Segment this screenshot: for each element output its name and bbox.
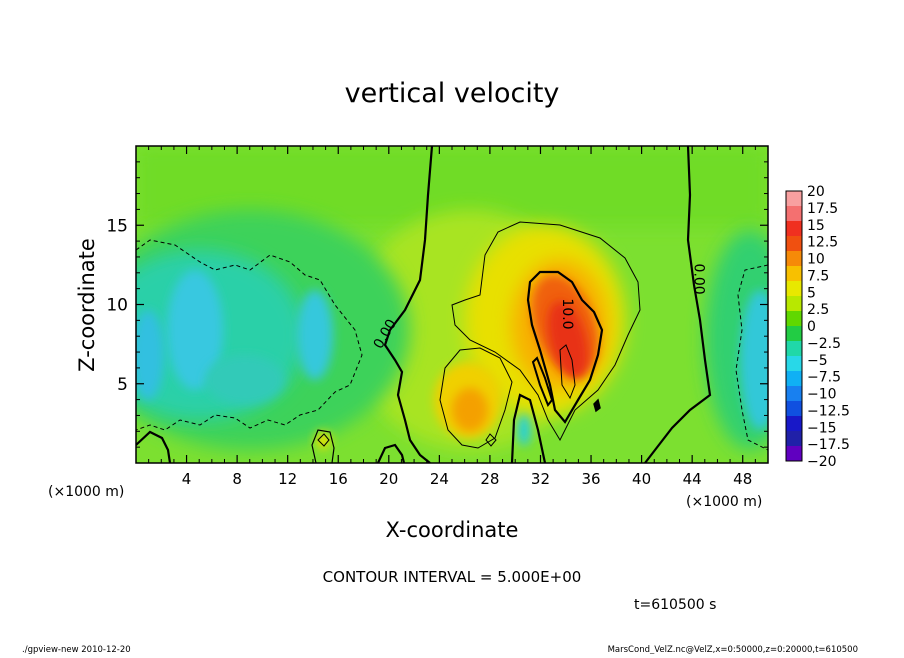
y-tick-label: 15 — [106, 216, 128, 236]
colorbar-label: −5 — [807, 353, 828, 369]
colorbar-swatch — [786, 236, 802, 252]
colorbar-swatch — [786, 371, 802, 387]
x-tick-label: 24 — [430, 470, 449, 488]
contour-zero-cyan-slot — [510, 393, 547, 463]
contour-plus15 — [559, 344, 576, 400]
contour-zero-right — [644, 146, 712, 463]
colorbar-label: 2.5 — [807, 302, 829, 318]
x-tick-label: 8 — [232, 470, 242, 488]
colorbar-label: 10 — [807, 252, 825, 268]
colorbar-swatch — [786, 446, 802, 462]
x-tick-label: 36 — [581, 470, 600, 488]
colorbar-label: 17.5 — [807, 201, 838, 217]
field-left-cyan-core-4 — [205, 355, 285, 405]
colorbar-swatch — [786, 356, 802, 372]
colorbar-label: −7.5 — [807, 370, 841, 386]
contour-plus5-small — [485, 433, 497, 447]
colorbar-label: 0 — [807, 319, 816, 335]
field-small-cyan — [517, 414, 531, 446]
y-tick-label: 10 — [106, 296, 128, 316]
x-unit-right: (×1000 m) — [686, 494, 762, 510]
colorbar-label: −20 — [807, 454, 837, 470]
contour-zero-left — [383, 146, 434, 463]
field-small-yellow — [315, 431, 331, 449]
contour-zero-loop-small — [311, 429, 335, 463]
contour-negative-left — [136, 239, 363, 431]
colorbar-label: 7.5 — [807, 268, 829, 284]
colorbar-swatch — [786, 311, 802, 327]
field-left-cyan-core-1 — [167, 270, 223, 390]
contour-plus10 — [526, 270, 604, 424]
x-tick-label: 16 — [329, 470, 348, 488]
colorbar-label: −10 — [807, 387, 837, 403]
colorbar-swatch — [786, 431, 802, 447]
contour-interval-text: CONTOUR INTERVAL = 5.000E+00 — [323, 568, 582, 586]
colorbar-label: −15 — [807, 420, 837, 436]
contour-plus10-sliver — [531, 356, 554, 407]
colorbar-swatch — [786, 266, 802, 282]
x-axis-label: X-coordinate — [386, 518, 519, 542]
x-axis: 4 8 12 16 20 24 28 32 36 40 44 48 — [148, 146, 756, 488]
colorbar: 2017.51512.5107.552.50−2.5−5−7.5−10−12.5… — [785, 184, 850, 470]
colorbar-swatch — [786, 281, 802, 297]
colorbar-swatch — [786, 251, 802, 267]
colorbar-label: −12.5 — [807, 403, 850, 419]
colorbar-swatch — [786, 296, 802, 312]
contour-label-1: 10.0 — [559, 298, 575, 329]
colorbar-swatch — [786, 206, 802, 222]
y-axis: 5 10 15 — [106, 161, 768, 448]
x-tick-label: 44 — [683, 470, 702, 488]
colorbar-swatch — [786, 401, 802, 417]
field-left-cyan-core-2 — [136, 310, 164, 400]
x-tick-label: 12 — [278, 470, 297, 488]
footer-right: MarsCond_VelZ.nc@VelZ,x=0:50000,z=0:2000… — [608, 645, 858, 654]
colorbar-label: −17.5 — [807, 437, 850, 453]
colorbar-label: 12.5 — [807, 235, 838, 251]
contour-plus10-dot — [593, 398, 601, 413]
x-unit-left: (×1000 m) — [48, 484, 124, 500]
x-tick-label: 28 — [480, 470, 499, 488]
time-label: t=610500 s — [634, 597, 716, 613]
colorbar-label: 20 — [807, 184, 825, 200]
colorbar-swatch — [786, 221, 802, 237]
colorbar-swatch — [786, 416, 802, 432]
contour-plus5-secondary — [439, 347, 513, 449]
contour-zero-bottom-mid — [377, 443, 406, 463]
contour-plus5-outer — [451, 221, 641, 442]
colorbar-swatch — [786, 326, 802, 342]
x-tick-label: 20 — [379, 470, 398, 488]
contour-label-2: 0.00 — [691, 264, 707, 295]
field-left-cyan-core-3 — [297, 290, 333, 380]
footer-left: ./gpview-new 2010-12-20 — [22, 645, 131, 654]
colorbar-swatch — [786, 386, 802, 402]
colorbar-frame — [785, 190, 803, 462]
colorbar-swatch — [786, 341, 802, 357]
y-axis-label: Z-coordinate — [75, 238, 99, 372]
colorbar-label: 5 — [807, 285, 816, 301]
colorbar-label: −2.5 — [807, 336, 841, 352]
x-tick-label: 32 — [531, 470, 550, 488]
contour-negative-right — [735, 264, 768, 451]
field-updraft-red — [547, 301, 589, 379]
heatmap-field — [136, 146, 768, 463]
field-right-cyan — [740, 290, 768, 430]
contour-zero-bottom-left — [136, 430, 172, 463]
x-tick-label: 4 — [182, 470, 192, 488]
x-tick-label: 40 — [632, 470, 651, 488]
colorbar-label: 15 — [807, 218, 825, 234]
field-secondary-orange — [452, 388, 488, 432]
y-tick-label: 5 — [117, 375, 128, 395]
chart-title: vertical velocity — [345, 78, 560, 109]
contour-zero-loop-tiny — [317, 433, 330, 447]
colorbar-swatch — [786, 191, 802, 207]
x-tick-label: 48 — [733, 470, 752, 488]
